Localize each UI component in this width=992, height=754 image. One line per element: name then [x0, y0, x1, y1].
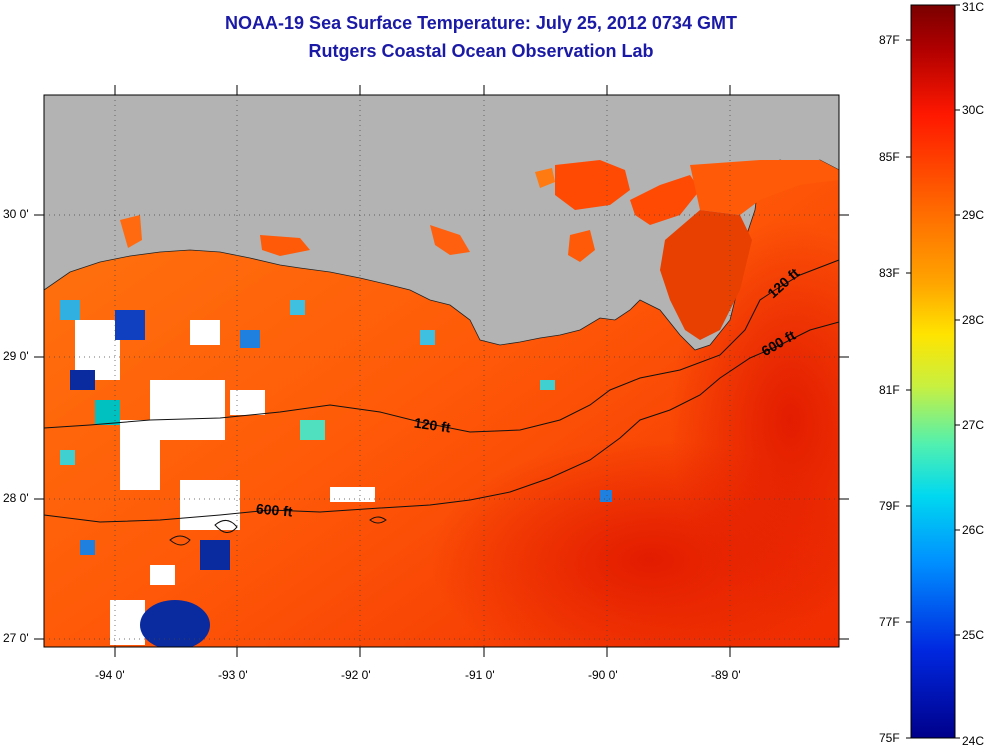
- lake-pontchartrain: [555, 160, 630, 210]
- mississippi-sound: [690, 160, 839, 215]
- chandeleur-sound: [660, 210, 752, 340]
- colorbar-celsius-label: 27C: [962, 418, 985, 432]
- lon-label: -93 0': [218, 668, 248, 682]
- colorbar: [910, 4, 956, 739]
- colorbar-fahrenheit-label: 75F: [879, 731, 900, 745]
- lat-label: 28 0': [3, 491, 29, 505]
- lon-label: -90 0': [588, 668, 618, 682]
- cloud-patches: [60, 300, 612, 647]
- contour-loop: [369, 516, 387, 524]
- title-line-2: Rutgers Coastal Ocean Observation Lab: [308, 41, 654, 61]
- colorbar-celsius-label: 26C: [962, 523, 985, 537]
- lon-label: -91 0': [465, 668, 495, 682]
- contour-loop: [214, 520, 238, 533]
- colorbar-ticks: [906, 4, 960, 739]
- colorbar-celsius-label: 25C: [962, 628, 985, 642]
- colorbar-celsius-label: 30C: [962, 103, 985, 117]
- colorbar-celsius-label: 24C: [962, 734, 985, 748]
- contour-120ft: [43, 259, 840, 433]
- colorbar-fahrenheit-label: 87F: [879, 33, 900, 47]
- lake-maurepas: [535, 168, 555, 188]
- atchafalaya-bay: [430, 225, 470, 255]
- colorbar-fahrenheit-label: 83F: [879, 266, 900, 280]
- contour-label-600ft: 600 ft: [255, 500, 294, 520]
- land-louisiana-coast: [44, 95, 839, 351]
- contour-600ft: [43, 321, 840, 523]
- lat-label: 29 0': [3, 349, 29, 363]
- axis-ticks: [34, 85, 849, 657]
- calcasieu-lake: [120, 215, 142, 248]
- colorbar-fahrenheit-label: 77F: [879, 615, 900, 629]
- colorbar-celsius-label: 29C: [962, 208, 985, 222]
- lake-borgne: [630, 175, 700, 225]
- lon-label: -89 0': [711, 668, 741, 682]
- vermilion-bay: [260, 235, 310, 256]
- lon-label: -92 0': [341, 668, 371, 682]
- colorbar-fahrenheit-label: 79F: [879, 499, 900, 513]
- lat-label: 27 0': [3, 631, 29, 645]
- lon-label: -94 0': [95, 668, 125, 682]
- colorbar-fahrenheit-label: 85F: [879, 150, 900, 164]
- map-plot-area: [44, 95, 839, 647]
- barataria-bay: [568, 230, 595, 262]
- title-line-1: NOAA-19 Sea Surface Temperature: July 25…: [225, 13, 737, 33]
- colorbar-fahrenheit-label: 81F: [879, 383, 900, 397]
- colorbar-celsius-label: 28C: [962, 313, 985, 327]
- depth-contours: [43, 259, 840, 546]
- colorbar-celsius-label: 31C: [962, 0, 985, 14]
- contour-loop: [169, 535, 191, 546]
- lat-label: 30 0': [3, 207, 29, 221]
- map-frame: [43, 94, 840, 648]
